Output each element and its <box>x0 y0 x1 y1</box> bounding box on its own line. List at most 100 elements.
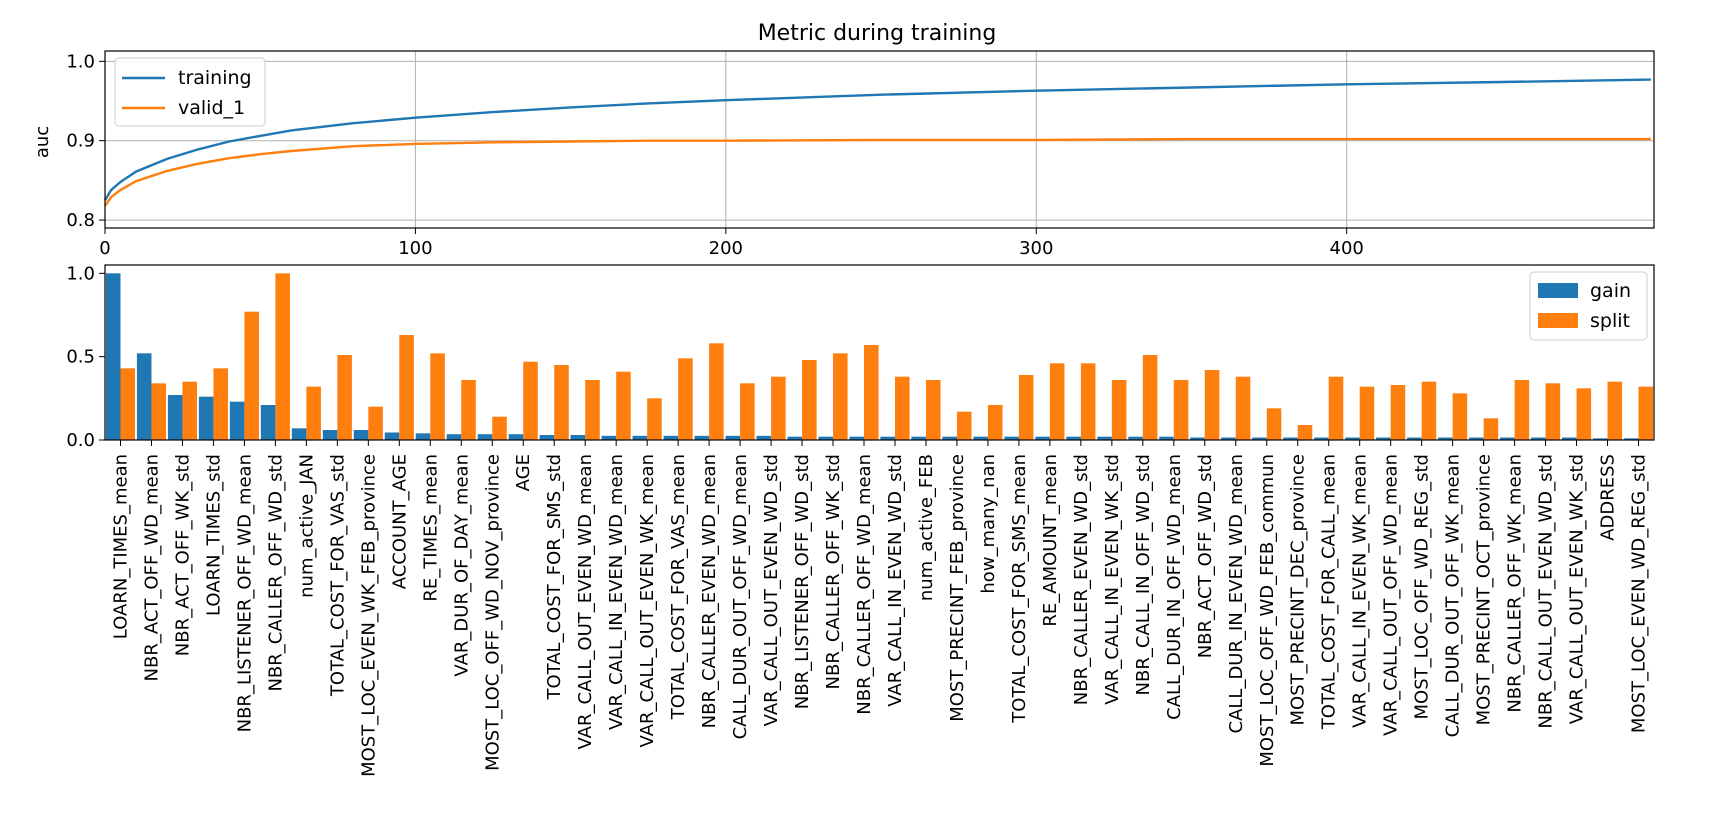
bar-gain <box>198 396 214 440</box>
bar-split <box>1421 381 1437 440</box>
category-label: MOST_PRECINT_DEC_province <box>1288 454 1309 725</box>
category-label: VAR_CALL_OUT_OFF_WD_mean <box>1381 454 1402 736</box>
category-label: CALL_DUR_OUT_OFF_WD_mean <box>730 454 751 739</box>
bar-split <box>1576 388 1592 440</box>
bar-chart-frame <box>104 264 1655 441</box>
category-label: MOST_LOC_OFF_WD_FEB_commun <box>1257 454 1278 767</box>
bar-split <box>492 416 507 440</box>
category-label: VAR_DUR_OF_DAY_mean <box>451 454 472 677</box>
bar-gain <box>1469 437 1484 440</box>
category-label: MOST_PRECINT_OCT_province <box>1474 454 1495 725</box>
bar-gain <box>1190 437 1205 440</box>
category-label: VAR_CALL_IN_EVEN_WD_mean <box>606 454 627 730</box>
bar-gain <box>1004 436 1019 440</box>
series-line-valid_1 <box>104 137 1651 207</box>
bar-split <box>182 381 198 440</box>
bar-split <box>1483 418 1499 440</box>
series-line-training <box>103 78 1651 201</box>
bar-split <box>1452 393 1468 440</box>
category-label: VAR_CALL_OUT_EVEN_WD_std <box>761 454 782 726</box>
bar-split <box>585 380 600 440</box>
bar-gain <box>353 430 369 440</box>
bar-split <box>1638 386 1654 440</box>
legend-label-split: split <box>1590 310 1630 332</box>
bar-split <box>523 361 538 440</box>
x-tick-label: 100 <box>398 238 432 259</box>
category-label: NBR_CALLER_OFF_WK_std <box>823 454 844 689</box>
bar-split <box>1204 370 1220 440</box>
bar-split <box>1328 376 1344 440</box>
line-chart-title: Metric during training <box>758 21 997 46</box>
category-label: LOARN_TIMES_std <box>203 454 224 616</box>
category-label: how_many_nan <box>978 454 999 594</box>
bar-gain <box>663 435 679 440</box>
category-label: NBR_CALL_OUT_EVEN_WD_std <box>1536 454 1557 729</box>
x-tick-label: 300 <box>1019 238 1053 259</box>
category-label: num_active_JAN <box>296 454 317 598</box>
legend-swatch-split <box>1538 313 1578 328</box>
bar-split <box>244 311 259 440</box>
x-tick-label: 0 <box>99 238 110 259</box>
bar-chart-y-axis: 0.0 0.5 1.0 <box>66 263 105 451</box>
bar-gain <box>570 435 586 440</box>
bar-split <box>306 386 321 440</box>
bar-split <box>430 353 445 440</box>
line-chart-ylabel: auc <box>32 126 53 158</box>
bar-split <box>1235 376 1251 440</box>
bar-split <box>1142 355 1158 440</box>
bar-gain <box>1066 436 1081 440</box>
bar-gain <box>1314 437 1329 440</box>
bar-gain <box>1283 437 1298 440</box>
bar-split <box>461 380 476 440</box>
category-label: NBR_LISTENER_OFF_WD_mean <box>234 454 255 732</box>
bar-gain <box>725 435 741 440</box>
line-chart-frame <box>104 50 1655 229</box>
bar-gain <box>291 428 307 440</box>
bar-gain <box>942 436 957 440</box>
bar-gain <box>973 436 988 440</box>
bar-split <box>337 355 352 440</box>
category-label: TOTAL_COST_FOR_SMS_std <box>544 454 565 701</box>
line-chart-x-axis: 0 100 200 300 400 <box>99 228 1364 259</box>
category-label: LOARN_TIMES_mean <box>110 454 131 639</box>
bar-gain <box>446 434 462 440</box>
category-label: num_active_FEB <box>916 454 937 601</box>
bar-gain <box>1407 437 1422 440</box>
bar-split <box>1297 425 1313 440</box>
category-label: MOST_LOC_EVEN_WD_REG_std <box>1629 454 1650 733</box>
category-label: MOST_LOC_OFF_WD_REG_std <box>1412 454 1433 719</box>
bar-split <box>864 345 879 440</box>
bar-split <box>1390 385 1406 440</box>
legend-swatch-gain <box>1538 283 1578 298</box>
bar-y-tick-label: 0.5 <box>66 347 95 368</box>
bar-split <box>987 405 1003 440</box>
bar-gain <box>105 273 121 440</box>
bar-gain <box>1097 436 1112 440</box>
bar-gain <box>1376 437 1391 440</box>
bar-gain <box>1561 437 1577 440</box>
bar-gain <box>1345 437 1360 440</box>
category-label: TOTAL_COST_FOR_VAS_std <box>327 454 348 697</box>
bar-split <box>368 406 383 440</box>
legend-label-gain: gain <box>1590 280 1631 302</box>
bar-gain <box>1035 436 1050 440</box>
category-label: ACCOUNT_AGE <box>389 454 410 589</box>
bar-gain <box>384 432 400 440</box>
bar-split <box>399 335 414 440</box>
bar-split <box>1266 408 1282 440</box>
bar-split <box>802 360 817 440</box>
bar-split <box>151 383 167 440</box>
category-label: MOST_LOC_EVEN_WK_FEB_province <box>358 454 379 777</box>
category-label: ADDRESS <box>1598 454 1619 541</box>
bar-gain <box>849 436 865 440</box>
bar-split <box>771 376 786 440</box>
category-label: NBR_CALLER_OFF_WK_mean <box>1505 454 1526 713</box>
bar-gain <box>1159 436 1174 440</box>
bar-gain <box>1252 437 1267 440</box>
bar-y-tick-label: 1.0 <box>66 263 95 284</box>
bar-gain <box>694 435 710 440</box>
category-label: VAR_CALL_OUT_EVEN_WK_mean <box>637 454 658 747</box>
bar-gain <box>1500 437 1515 440</box>
bar-chart-legend: gain split <box>1529 271 1648 341</box>
bar-gain <box>1531 437 1546 440</box>
